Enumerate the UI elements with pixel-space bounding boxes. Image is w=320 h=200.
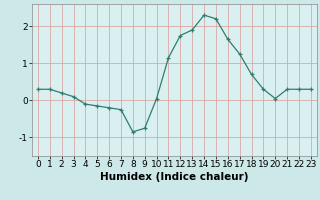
X-axis label: Humidex (Indice chaleur): Humidex (Indice chaleur) — [100, 172, 249, 182]
